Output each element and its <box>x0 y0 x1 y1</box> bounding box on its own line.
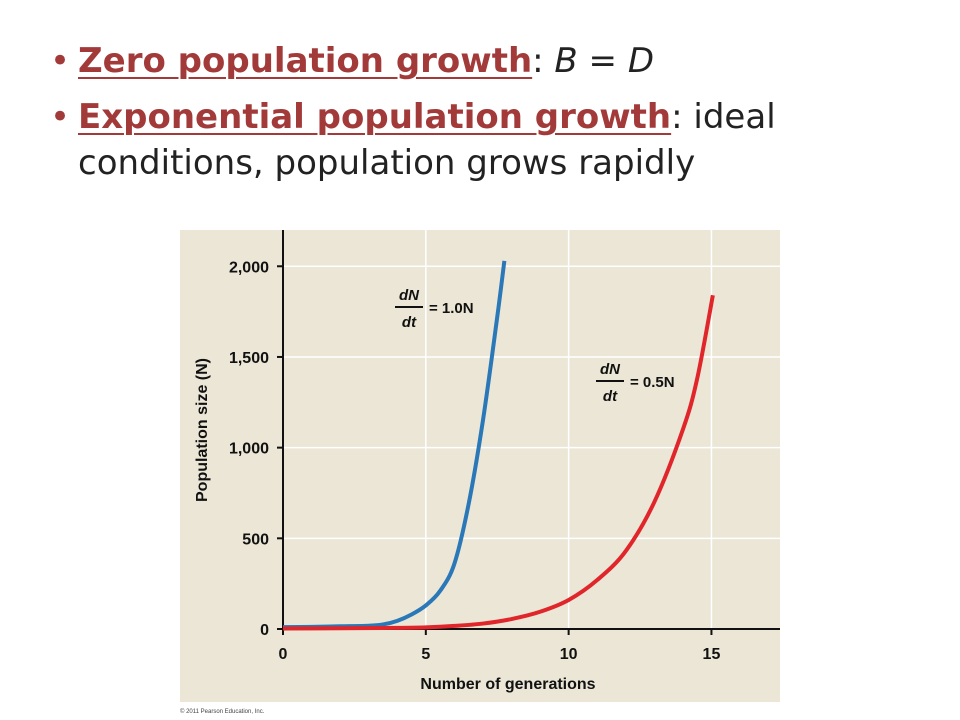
series-label-numerator: dN <box>399 287 420 304</box>
series-label-denominator: dt <box>402 314 417 331</box>
bullet-term[interactable]: Zero population growth <box>78 41 533 81</box>
bullet-dot-icon: • <box>50 97 71 137</box>
x-tick-label: 5 <box>421 646 430 663</box>
y-tick-label: 1,500 <box>229 350 269 367</box>
bullet-separator: : <box>671 97 694 137</box>
copyright-notice: © 2011 Pearson Education, Inc. <box>180 708 265 715</box>
bullet-definition: B = D <box>554 41 655 81</box>
y-tick-label: 2,000 <box>229 259 269 276</box>
y-tick-label: 1,000 <box>229 441 269 458</box>
bullet-definition: ideal conditions, population grows rapid… <box>78 97 776 183</box>
x-tick-label: 15 <box>703 646 721 663</box>
series-line-0-5n <box>282 294 715 631</box>
y-tick-label: 0 <box>260 622 269 639</box>
bullet-term[interactable]: Exponential population growth <box>78 97 672 137</box>
x-tick-label: 10 <box>560 646 578 663</box>
series-layer <box>282 260 715 631</box>
series-line-1-0n <box>282 260 507 630</box>
series-label-equation: = 1.0N <box>429 300 474 317</box>
y-axis-label: Population size (N) <box>194 358 211 502</box>
x-axis-label: Number of generations <box>420 676 595 693</box>
bullet-list: • Zero population growth: B = D • Expone… <box>48 38 928 196</box>
bullet-exponential-growth: • Exponential population growth: ideal c… <box>48 94 928 186</box>
bullet-dot-icon: • <box>50 41 71 81</box>
series-label-equation: = 0.5N <box>630 374 675 391</box>
series-label-numerator: dN <box>600 361 621 378</box>
chart-panel <box>180 230 780 702</box>
series-label-denominator: dt <box>603 388 618 405</box>
bullet-zero-growth: • Zero population growth: B = D <box>48 38 928 84</box>
x-tick-label: 0 <box>279 646 288 663</box>
y-tick-label: 500 <box>242 531 269 548</box>
bullet-separator: : <box>532 41 555 81</box>
label-layer: dN dt = 1.0N dN dt = 0.5N <box>395 287 675 405</box>
